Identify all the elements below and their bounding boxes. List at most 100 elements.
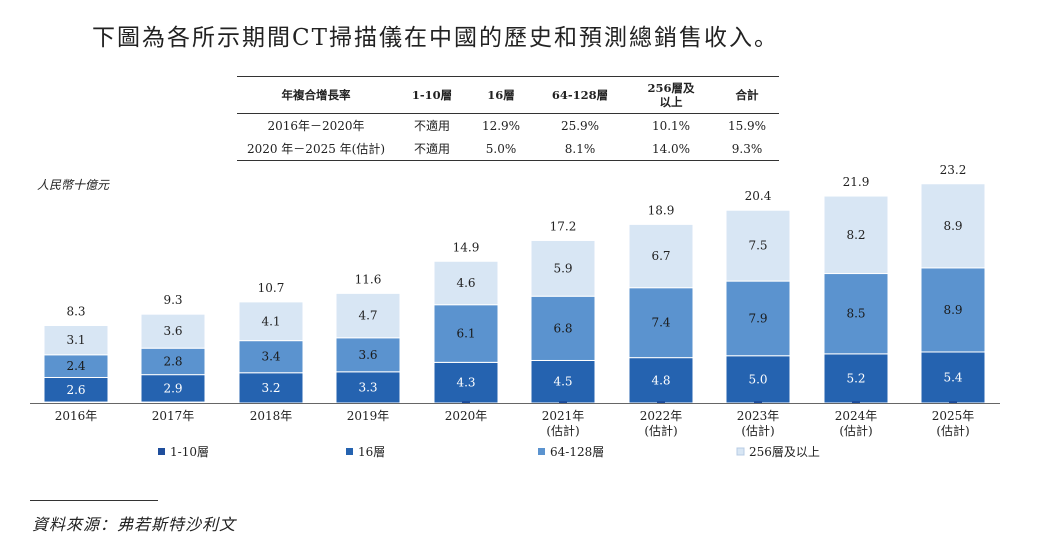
data-label: 7.5 (748, 239, 767, 253)
total-label: 18.9 (648, 203, 675, 217)
data-label: 4.5 (553, 375, 572, 389)
bar-segment (920, 183, 986, 269)
total-label: 20.4 (745, 189, 772, 203)
x-tick-label: (估計) (839, 423, 872, 438)
data-label: 4.6 (456, 276, 475, 290)
bar-segment (238, 301, 304, 342)
bar-segment (433, 260, 499, 306)
cagr-cell: 5.0% (469, 137, 533, 161)
data-label: 7.4 (651, 316, 670, 330)
data-label: 6.8 (553, 321, 572, 335)
x-tick-label: 2017年 (152, 409, 195, 423)
bar-segment (335, 292, 401, 339)
x-tick-label: 2024年 (835, 409, 878, 423)
data-label: 3.2 (261, 381, 280, 395)
x-tick-label: 2020年 (445, 409, 488, 423)
bar-segment (140, 313, 206, 349)
legend-swatch (538, 448, 545, 455)
bar-segment (725, 209, 791, 282)
data-label: 5.4 (943, 370, 962, 384)
x-tick-label: 2022年 (640, 409, 683, 423)
total-label: 10.7 (258, 281, 285, 295)
cagr-cell: 2016年－2020年 (267, 119, 365, 133)
bar-segment (725, 280, 791, 357)
data-label: 3.4 (261, 350, 280, 364)
bar-segment (43, 325, 109, 356)
cagr-header-total: 合計 (715, 76, 779, 114)
bar-segment (335, 371, 401, 404)
cagr-cell: 8.1% (533, 137, 627, 161)
data-label: 3.1 (66, 333, 85, 347)
data-label: 4.8 (651, 373, 670, 387)
x-tick-label: 2016年 (55, 409, 98, 423)
total-label: 8.3 (66, 305, 85, 319)
bar-segment (140, 374, 206, 403)
bar-segment (920, 267, 986, 353)
cagr-header-64-128: 64-128層 (533, 76, 627, 114)
cagr-header-1-10: 1-10層 (395, 76, 469, 114)
bar-segment (140, 347, 206, 376)
cagr-cell: 不適用 (395, 137, 469, 161)
legend-label: 1-10層 (170, 445, 209, 459)
cagr-row: 2016年－2020年 不適用 12.9% 25.9% 10.1% 15.9% (237, 114, 779, 138)
bar-segment (530, 239, 596, 297)
legend-swatch (736, 447, 745, 456)
data-label: 8.9 (943, 303, 962, 317)
bar-segment (823, 195, 889, 275)
x-tick-label: 2018年 (250, 409, 293, 423)
cagr-header-row: 年複合增長率 1-10層 16層 64-128層 256層及 以上 合計 (237, 76, 779, 114)
x-tick-label: (估計) (936, 423, 969, 438)
bar-segment (238, 372, 304, 404)
data-label: 7.9 (748, 311, 767, 325)
cagr-cell: 9.3% (715, 137, 779, 161)
bar-segment (725, 355, 791, 404)
legend-label: 16層 (358, 445, 385, 459)
bar-segment (335, 337, 401, 373)
cagr-header-label: 年複合增長率 (237, 76, 395, 114)
data-label: 5.2 (846, 371, 865, 385)
cagr-cell: 15.9% (727, 118, 767, 133)
data-label: 5.0 (748, 372, 767, 386)
y-axis-unit-label: 人民幣十億元 (37, 178, 110, 192)
total-label: 21.9 (843, 175, 870, 189)
total-label: 9.3 (163, 293, 182, 307)
bar-segment (433, 361, 499, 404)
cagr-cell: 2020 年－2025 年(估計) (237, 137, 395, 161)
x-tick-label: (估計) (644, 423, 677, 438)
source-note: 資料來源：弗若斯特沙利文 (32, 515, 237, 534)
x-tick-label: (估計) (546, 423, 579, 438)
bar-segment (433, 304, 499, 363)
bar-segment (43, 376, 109, 403)
cagr-cell: 10.1% (651, 118, 691, 133)
x-tick-label: 2025年 (932, 409, 975, 423)
x-tick-label: 2023年 (737, 409, 780, 423)
data-label: 6.1 (456, 327, 475, 341)
cagr-header-16: 16層 (469, 76, 533, 114)
data-label: 4.3 (456, 376, 475, 390)
x-tick-label: 2019年 (347, 409, 390, 423)
cagr-table: 年複合增長率 1-10層 16層 64-128層 256層及 以上 合計 201… (237, 76, 779, 161)
legend-swatch (346, 448, 353, 455)
cagr-cell: 12.9% (481, 118, 521, 133)
data-label: 6.7 (651, 249, 670, 263)
data-label: 2.8 (163, 354, 182, 368)
cagr-cell: 不適用 (413, 119, 450, 133)
data-label: 3.6 (163, 324, 182, 338)
x-tick-label: (估計) (741, 423, 774, 438)
total-label: 14.9 (453, 240, 480, 254)
data-label: 5.9 (553, 261, 572, 275)
bar-segment (238, 340, 304, 374)
legend-swatch (158, 448, 165, 455)
data-label: 4.1 (261, 314, 280, 328)
cagr-cell: 14.0% (627, 137, 715, 161)
data-label: 8.9 (943, 219, 962, 233)
data-label: 2.9 (163, 381, 182, 395)
bar-segment (628, 223, 694, 289)
source-divider (30, 500, 158, 501)
data-label: 8.5 (846, 307, 865, 321)
total-label: 11.6 (355, 272, 382, 286)
data-label: 4.7 (358, 309, 377, 323)
data-label: 3.3 (358, 380, 377, 394)
data-label: 8.2 (846, 228, 865, 242)
